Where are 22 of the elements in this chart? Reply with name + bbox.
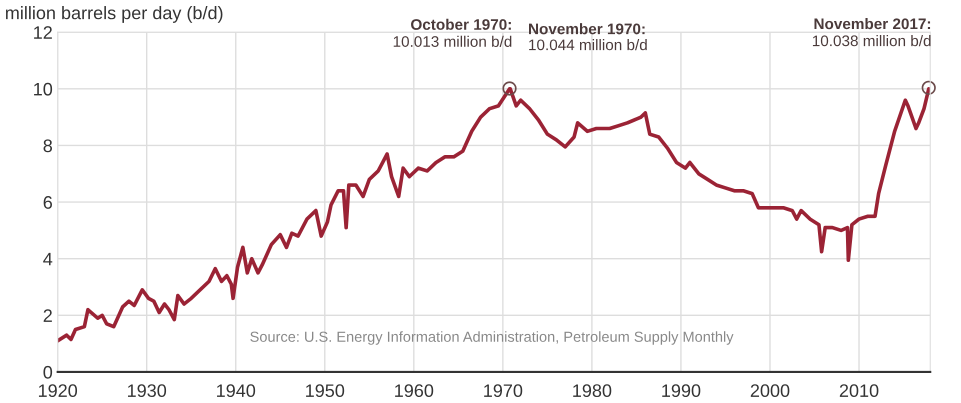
x-tick-label: 1940 <box>217 384 256 398</box>
annotation: November 2017: 10.038 million b/d <box>812 18 931 46</box>
x-tick-label: 2000 <box>750 384 790 398</box>
annotation: Source: U.S. Energy Information Administration, Petroleum Supply Monthly <box>250 331 734 345</box>
x-tick-label: 2010 <box>840 384 878 398</box>
x-tick-label: 1950 <box>306 384 344 398</box>
x-tick-label: 1920 <box>38 384 78 398</box>
y-tick-label: 0 <box>43 366 52 379</box>
x-tick-label: 1970 <box>484 384 522 398</box>
x-tick-label: 1980 <box>573 384 612 398</box>
y-tick-label: 2 <box>44 309 52 322</box>
annotation: October 1970: 10.013 million b/d <box>394 18 512 47</box>
y-tick-label: 12 <box>34 26 52 39</box>
y-tick-label: 8 <box>44 139 52 152</box>
x-tick-label: 1960 <box>395 384 434 398</box>
x-tick-label: 1930 <box>128 384 166 398</box>
x-tick-label: 1990 <box>662 384 700 398</box>
y-tick-label: 4 <box>43 252 52 266</box>
y-tick-label: 10 <box>34 82 52 96</box>
y-axis-title: million barrels per day (b/d) <box>6 6 222 23</box>
annotation: November 1970: 10.044 million b/d <box>529 23 647 50</box>
y-tick-label: 6 <box>44 196 52 209</box>
